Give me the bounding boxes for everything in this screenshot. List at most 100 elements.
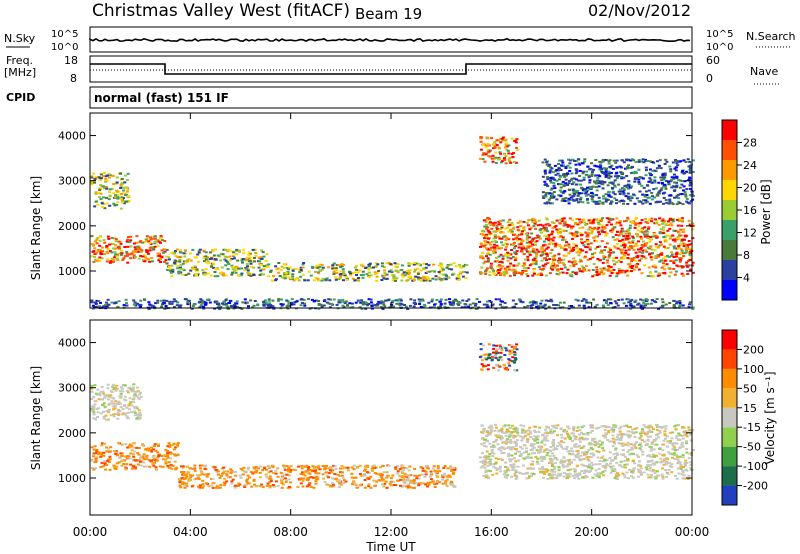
power-cell bbox=[258, 274, 262, 276]
power-cell bbox=[374, 265, 378, 268]
power-cell bbox=[578, 227, 582, 230]
power-cell bbox=[632, 222, 636, 225]
power-cell bbox=[682, 159, 686, 162]
velocity-cell bbox=[113, 387, 117, 389]
power-cell bbox=[602, 272, 606, 275]
power-cell bbox=[480, 266, 484, 269]
power-cell bbox=[558, 168, 562, 171]
power-cell bbox=[614, 272, 618, 275]
power-cell bbox=[558, 159, 562, 162]
velocity-cell bbox=[426, 467, 430, 470]
power-cell bbox=[486, 155, 490, 158]
velocity-cell bbox=[105, 419, 109, 422]
power-cell bbox=[601, 158, 605, 161]
power-cell bbox=[666, 247, 670, 249]
power-cell bbox=[258, 260, 262, 263]
power-cell bbox=[682, 228, 686, 231]
velocity-cell bbox=[102, 392, 106, 395]
power-cell bbox=[369, 274, 373, 277]
power-cell bbox=[206, 272, 210, 275]
velocity-cell bbox=[543, 473, 546, 475]
power-cell bbox=[665, 160, 669, 163]
power-cell bbox=[649, 168, 652, 171]
power-cell bbox=[134, 248, 138, 251]
power-cell bbox=[632, 268, 636, 271]
power-cell bbox=[568, 232, 572, 235]
power-cell bbox=[544, 195, 548, 198]
velocity-cell bbox=[118, 390, 122, 393]
power-cell bbox=[165, 269, 169, 271]
velocity-cell bbox=[505, 438, 509, 441]
power-cell bbox=[492, 237, 496, 240]
velocity-cell bbox=[492, 463, 496, 466]
velocity-cell bbox=[132, 383, 136, 386]
power-cell bbox=[597, 196, 601, 199]
power-cell bbox=[590, 191, 594, 194]
power-cell bbox=[153, 237, 157, 240]
power-cell bbox=[647, 189, 651, 192]
power-cell bbox=[90, 235, 94, 238]
power-cell bbox=[597, 223, 601, 226]
velocity-cell bbox=[350, 483, 354, 486]
power-cell bbox=[613, 185, 617, 188]
power-cell bbox=[110, 236, 114, 239]
power-cell bbox=[490, 157, 494, 160]
power-cell bbox=[543, 252, 547, 255]
velocity-cell bbox=[675, 454, 679, 457]
power-cell bbox=[582, 178, 586, 181]
power-cell bbox=[668, 165, 672, 168]
power-cell bbox=[147, 240, 151, 243]
power-cell bbox=[641, 231, 645, 234]
velocity-cell bbox=[136, 463, 140, 466]
velocity-cell bbox=[573, 470, 577, 473]
velocity-cell bbox=[301, 465, 305, 468]
power-cell bbox=[337, 301, 341, 304]
power-cell bbox=[627, 301, 631, 304]
power-cell bbox=[613, 306, 617, 308]
power-cell bbox=[343, 272, 346, 275]
power-cell bbox=[489, 265, 493, 268]
velocity-cell bbox=[289, 465, 293, 468]
velocity-cell bbox=[201, 479, 205, 482]
power-cell bbox=[512, 160, 516, 163]
velocity-cell bbox=[269, 470, 273, 473]
power-cell bbox=[498, 260, 502, 263]
velocity-cell bbox=[643, 440, 646, 443]
power-cell bbox=[459, 266, 463, 269]
velocity-cell bbox=[120, 455, 124, 457]
power-cell bbox=[422, 276, 426, 279]
velocity-cell bbox=[125, 457, 129, 460]
power-cell bbox=[548, 258, 552, 260]
velocity-cell bbox=[310, 470, 314, 473]
power-cell bbox=[682, 245, 686, 248]
power-cell bbox=[390, 303, 394, 306]
power-cell bbox=[677, 193, 681, 196]
power-cell bbox=[94, 240, 97, 243]
velocity-cell bbox=[369, 486, 373, 489]
power-cell bbox=[374, 304, 378, 307]
velocity-cell bbox=[436, 465, 440, 468]
power-cell bbox=[367, 298, 371, 301]
power-cell bbox=[98, 239, 102, 242]
power-cell bbox=[239, 274, 243, 277]
power-cell bbox=[327, 298, 331, 301]
power-cell bbox=[556, 172, 560, 175]
velocity-cell bbox=[169, 463, 173, 466]
power-cell bbox=[615, 243, 619, 245]
velocity-cell bbox=[92, 448, 96, 451]
power-cell bbox=[673, 240, 677, 243]
power-cell bbox=[132, 254, 136, 257]
power-cell bbox=[110, 257, 114, 260]
velocity-cell bbox=[103, 460, 107, 463]
velocity-cell bbox=[120, 387, 124, 390]
velocity-cell bbox=[248, 476, 252, 479]
power-cell bbox=[184, 249, 187, 252]
power-cell bbox=[547, 305, 551, 308]
power-cell bbox=[361, 265, 365, 268]
power-cell bbox=[475, 307, 479, 310]
power-cell bbox=[330, 303, 334, 305]
power-cell bbox=[611, 236, 615, 239]
power-cell bbox=[142, 298, 146, 301]
velocity-cell bbox=[314, 476, 318, 479]
velocity-cell bbox=[260, 483, 264, 486]
